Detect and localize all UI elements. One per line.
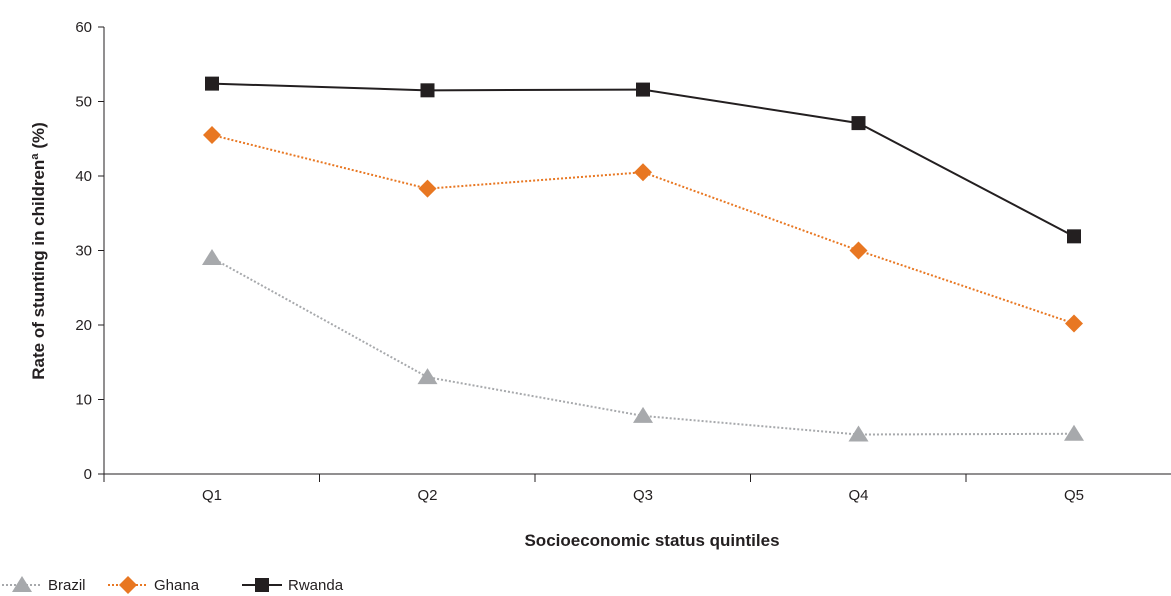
series-line-rwanda (211, 82, 1075, 238)
legend-marker-rwanda (255, 578, 269, 592)
series-layer (202, 76, 1084, 442)
data-point-ghana (849, 241, 868, 260)
legend-item-ghana: Ghana (108, 576, 200, 594)
legend-marker-ghana (119, 576, 137, 594)
x-ticks: Q1 Q2 Q3 Q4 Q5 (103, 474, 1084, 504)
y-tick-label: 20 (75, 317, 92, 334)
x-axis-title: Socioeconomic status quintiles (524, 531, 779, 550)
y-ticks: 0 10 20 30 40 50 60 (75, 19, 104, 483)
series-line-ghana (211, 134, 1075, 325)
x-tick-label: Q1 (202, 487, 222, 504)
data-point-ghana (418, 179, 437, 198)
y-tick-label: 30 (75, 243, 92, 260)
series-rwanda (205, 76, 1081, 244)
x-tick-label: Q2 (417, 487, 437, 504)
data-point-brazil (202, 248, 222, 265)
data-point-rwanda (851, 116, 866, 131)
data-point-ghana (203, 126, 221, 145)
series-ghana (203, 126, 1083, 333)
data-point-ghana (634, 163, 652, 182)
data-point-rwanda (420, 83, 435, 98)
y-tick-label: 10 (75, 392, 92, 409)
y-tick-label: 60 (75, 19, 92, 36)
x-tick-label: Q3 (633, 487, 653, 504)
legend-marker-brazil (12, 576, 32, 592)
data-point-brazil (633, 406, 653, 423)
y-tick-label: 50 (75, 94, 92, 111)
y-axis-title: Rate of stunting in childrenª (%) (29, 122, 48, 380)
legend-item-rwanda: Rwanda (242, 577, 344, 594)
x-tick-label: Q4 (848, 487, 868, 504)
data-point-brazil (1064, 424, 1084, 441)
legend-item-brazil: Brazil (2, 576, 86, 594)
data-point-rwanda (1067, 229, 1081, 244)
legend-label-brazil: Brazil (48, 577, 86, 594)
data-point-ghana (1065, 314, 1083, 333)
legend-label-ghana: Ghana (154, 577, 200, 594)
series-brazil (202, 248, 1084, 442)
y-tick-label: 40 (75, 168, 92, 185)
legend: Brazil Ghana Rwanda (2, 576, 344, 594)
legend-label-rwanda: Rwanda (288, 577, 344, 594)
data-point-brazil (848, 425, 869, 442)
x-tick-label: Q5 (1064, 487, 1084, 504)
data-point-rwanda (636, 82, 650, 97)
data-point-brazil (417, 368, 438, 385)
y-tick-label: 0 (84, 466, 92, 483)
data-point-rwanda (205, 76, 219, 91)
